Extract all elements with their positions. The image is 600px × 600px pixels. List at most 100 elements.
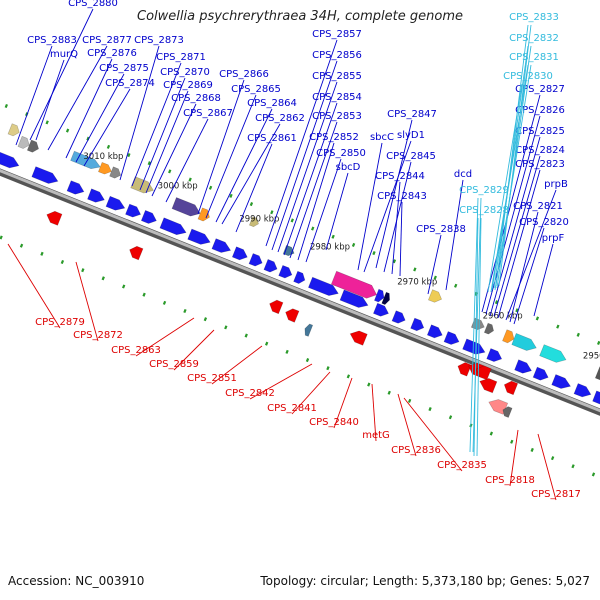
tick-mark-forward <box>65 128 70 133</box>
label-forward-gene: CPS_2875 <box>99 63 149 74</box>
label-forward-gene-leader <box>205 94 257 219</box>
label-forward-gene-leader <box>151 103 197 197</box>
label-forward-gene-leader <box>497 169 541 319</box>
label-reverse-gene-leader <box>291 371 331 415</box>
scale-label: 2960 kbp <box>483 312 523 322</box>
label-reverse-gene: CPS_2851 <box>187 373 237 384</box>
tick-mark-forward <box>106 144 111 149</box>
tick-mark-reverse <box>162 300 167 305</box>
label-forward-gene-leader <box>221 123 281 225</box>
tick-mark-reverse <box>203 317 208 322</box>
label-reverse-gene-leader <box>537 433 557 501</box>
label-reverse-gene: CPS_2842 <box>225 388 275 399</box>
label-forward-gene-leader <box>505 189 557 321</box>
label-forward-gene-leader <box>29 8 94 141</box>
label-forward-gene-leader <box>15 45 53 146</box>
tick-mark-forward <box>45 120 49 125</box>
label-reverse-gene: CPS_2859 <box>149 359 199 370</box>
tick-mark-reverse <box>285 349 289 354</box>
label-forward-gene-leader <box>65 58 113 159</box>
label-forward-gene: CPS_2865 <box>231 84 281 95</box>
label-rna-gene-leader <box>487 83 523 293</box>
label-forward-gene-leader <box>399 201 403 277</box>
label-forward-gene: CPS_2880 <box>68 0 118 9</box>
label-forward-gene: CPS_2876 <box>87 48 137 59</box>
gene-arrow-forward <box>66 180 85 195</box>
tick-mark-reverse <box>550 456 555 461</box>
label-rna-gene: CPS_2828 <box>459 205 509 216</box>
label-rna-gene-leader <box>496 45 532 289</box>
label-forward-gene: CPS_2826 <box>515 105 565 116</box>
scale-label: 2990 kbp <box>239 214 279 224</box>
label-forward-gene-leader <box>215 108 273 223</box>
genome-summary: Topology: circular; Length: 5,373,180 bp… <box>260 574 590 588</box>
gene-arrow-forward <box>140 210 157 224</box>
label-forward-gene: sbcC <box>370 132 394 143</box>
scale-label: 2970 kbp <box>397 277 437 287</box>
label-forward-gene-leader <box>363 140 412 273</box>
label-reverse-gene-leader <box>397 393 417 457</box>
gene-arrow-forward <box>293 270 306 284</box>
label-forward-gene: CPS_2871 <box>156 52 206 63</box>
gene-block-forward <box>197 207 210 222</box>
label-forward-gene-leader <box>119 45 160 181</box>
label-forward-gene-leader <box>493 155 541 317</box>
gene-arrow-forward <box>551 374 571 389</box>
gene-arrow-reverse <box>475 365 492 381</box>
gene-block-forward <box>249 216 259 228</box>
tick-mark-forward <box>249 202 254 207</box>
label-reverse-gene-leader <box>173 329 215 371</box>
tick-mark-reverse <box>367 382 371 387</box>
tick-mark-reverse <box>387 390 391 395</box>
gene-block-forward <box>98 162 112 175</box>
label-forward-gene: CPS_2838 <box>416 224 466 235</box>
label-forward-gene: CPS_2868 <box>171 93 221 104</box>
label-reverse-gene-leader <box>403 397 463 472</box>
gene-block-forward <box>594 366 600 381</box>
gene-block-forward <box>109 166 122 179</box>
tick-mark-forward <box>433 275 437 280</box>
label-forward-gene-leader <box>235 143 273 233</box>
tick-mark-forward <box>413 267 417 272</box>
gene-arrow-forward <box>248 253 263 267</box>
label-forward-gene-leader <box>75 73 125 163</box>
tick-mark-reverse <box>489 431 494 436</box>
tick-mark-reverse <box>407 398 412 403</box>
label-reverse-gene-leader <box>249 363 313 400</box>
label-rna-gene: CPS_2829 <box>459 185 509 196</box>
label-forward-gene-leader <box>357 142 383 271</box>
tick-mark-reverse <box>183 308 187 314</box>
tick-mark-forward <box>208 185 213 190</box>
gene-block-forward <box>374 288 385 303</box>
tick-mark-reverse <box>224 325 228 330</box>
label-forward-gene: CPS_2844 <box>375 171 425 182</box>
gene-arrow-reverse <box>349 330 368 346</box>
map-title: Colwellia psychrerythraea 34H, complete … <box>137 9 463 24</box>
label-forward-gene-leader <box>533 243 554 317</box>
tick-mark-reverse <box>510 439 514 444</box>
label-forward-gene: sbcD <box>336 162 361 173</box>
gene-block-forward <box>539 344 567 363</box>
tick-mark-reverse <box>428 407 432 412</box>
label-forward-gene-leader <box>83 88 131 167</box>
tick-mark-reverse <box>591 472 596 477</box>
label-forward-gene: CPS_2854 <box>312 92 362 103</box>
label-forward-gene: CPS_2823 <box>515 159 565 170</box>
label-forward-gene-leader <box>481 94 541 313</box>
gene-arrow-reverse <box>46 210 63 226</box>
label-rna-gene-leader <box>469 197 479 453</box>
label-rna-gene-leader <box>498 24 532 287</box>
tick-mark-forward <box>351 242 356 247</box>
label-forward-gene: CPS_2883 <box>27 35 77 46</box>
gene-arrow-forward <box>87 188 105 203</box>
tick-mark-forward <box>392 259 397 264</box>
label-forward-gene: CPS_2850 <box>316 148 366 159</box>
gene-block-forward <box>17 135 30 149</box>
gene-arrow-forward <box>125 203 142 218</box>
label-reverse-gene-leader <box>7 243 61 329</box>
label-forward-gene-leader <box>277 81 338 253</box>
label-forward-gene-leader <box>489 136 541 317</box>
label-forward-gene: dcd <box>454 169 472 180</box>
gene-arrow-forward <box>105 195 126 211</box>
gene-arrow-forward <box>486 348 503 362</box>
